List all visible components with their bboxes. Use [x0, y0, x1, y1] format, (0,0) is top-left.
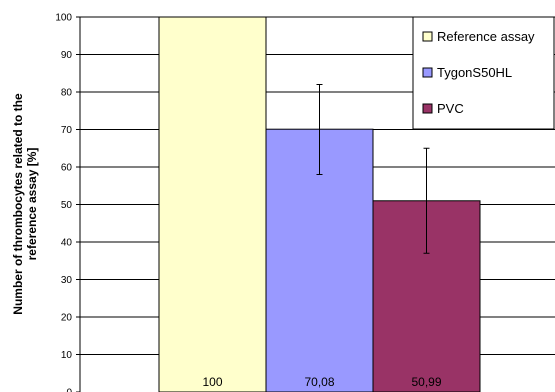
axes [76, 16, 81, 392]
y-axis-label-line-0: Number of thrombocytes related to the [11, 93, 25, 315]
data-label-0: 100 [202, 375, 222, 389]
y-tick-label-70: 70 [61, 125, 73, 136]
data-labels: 100 70,08 50,99 [202, 375, 441, 389]
legend-swatch-1 [422, 67, 433, 78]
legend: Reference assay TygonS50HL PVC [412, 16, 555, 130]
y-tick-label-10: 10 [61, 350, 73, 361]
data-label-2: 50,99 [411, 375, 441, 389]
y-tick-label-90: 90 [61, 50, 73, 61]
y-tick-label-20: 20 [61, 313, 73, 324]
legend-label-0: Reference assay [437, 29, 535, 44]
y-tick-label-40: 40 [61, 238, 73, 249]
y-axis-label-line-1: reference assay [%] [25, 148, 39, 261]
y-tick-labels: 0 10 20 30 40 50 60 70 80 90 100 [55, 13, 72, 392]
y-tick-label-60: 60 [61, 163, 73, 174]
legend-swatch-0 [422, 31, 433, 42]
y-tick-label-80: 80 [61, 88, 73, 99]
legend-label-1: TygonS50HL [437, 65, 512, 80]
legend-box [412, 16, 555, 130]
y-axis-label: Number of thrombocytes related to theref… [11, 93, 39, 315]
y-tick-label-0: 0 [66, 388, 72, 392]
bar-0 [158, 16, 267, 392]
bars [158, 16, 481, 392]
y-tick-label-50: 50 [61, 200, 73, 211]
data-label-1: 70,08 [304, 375, 334, 389]
y-tick-label-30: 30 [61, 275, 73, 286]
error-bars [316, 84, 430, 254]
y-tick-label-100: 100 [55, 13, 72, 24]
legend-swatch-2 [422, 103, 433, 114]
legend-label-2: PVC [437, 101, 464, 116]
